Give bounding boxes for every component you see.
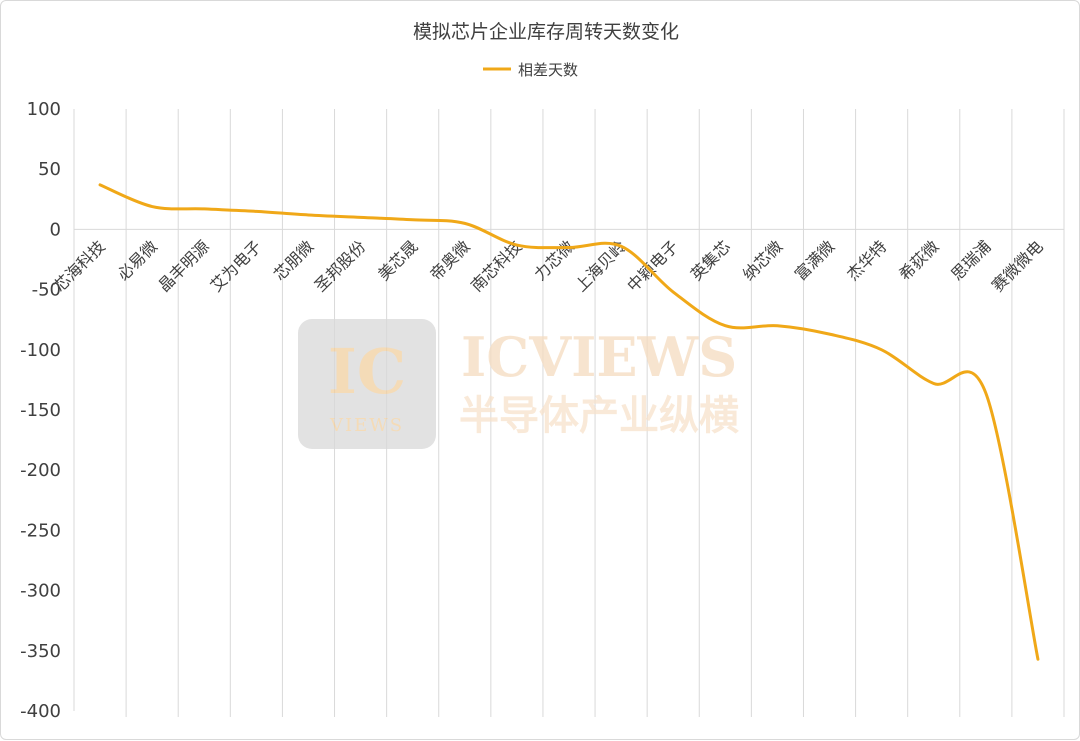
y-tick-label: 50: [38, 159, 61, 180]
x-axis: 芯海科技必易微晶丰明源艾为电子芯朋微圣邦股份美芯晟帝奥微南芯科技力芯微上海贝岭中…: [50, 237, 1047, 296]
y-tick-label: 0: [50, 219, 61, 240]
x-tick-label: 思瑞浦: [947, 237, 994, 284]
x-tick-label: 必易微: [114, 237, 161, 284]
x-tick-label: 芯朋微: [270, 237, 317, 284]
y-tick-label: -400: [20, 701, 61, 722]
x-tick-label: 力芯微: [530, 237, 577, 284]
x-tick-label: 希荻微: [895, 237, 942, 284]
watermark-logo-sub: VIEWS: [329, 415, 404, 436]
x-tick-label: 杰华特: [843, 237, 890, 284]
y-tick-label: -300: [20, 581, 61, 602]
x-tick-label: 英集芯: [687, 237, 734, 284]
y-tick-label: -100: [20, 340, 61, 361]
x-tick-label: 圣邦股份: [311, 237, 370, 296]
legend-label: 相差天数: [518, 61, 578, 79]
x-tick-label: 中颖电子: [623, 237, 682, 296]
x-tick-label: 富满微: [791, 237, 838, 284]
watermark-brand: ICVIEWS: [461, 325, 737, 389]
legend: 相差天数: [483, 61, 578, 79]
watermark: IC VIEWS ICVIEWS 半导体产业纵横: [298, 319, 739, 449]
chart-title: 模拟芯片企业库存周转天数变化: [413, 21, 679, 43]
y-tick-label: -150: [20, 400, 61, 421]
y-tick-label: -350: [20, 641, 61, 662]
x-tick-label: 帝奥微: [426, 237, 473, 284]
watermark-brand-cn: 半导体产业纵横: [459, 393, 739, 439]
x-tick-label: 芯海科技: [50, 237, 109, 296]
watermark-logo-main: IC: [328, 335, 406, 408]
y-tick-label: -250: [20, 520, 61, 541]
x-tick-label: 美芯晟: [374, 237, 421, 284]
y-tick-label: 100: [27, 99, 61, 120]
x-tick-label: 纳芯微: [739, 237, 786, 284]
x-tick-label: 晶丰明源: [154, 237, 213, 296]
x-tick-label: 赛微微电: [988, 237, 1047, 296]
x-tick-label: 艾为电子: [206, 237, 265, 296]
y-tick-label: -200: [20, 460, 61, 481]
